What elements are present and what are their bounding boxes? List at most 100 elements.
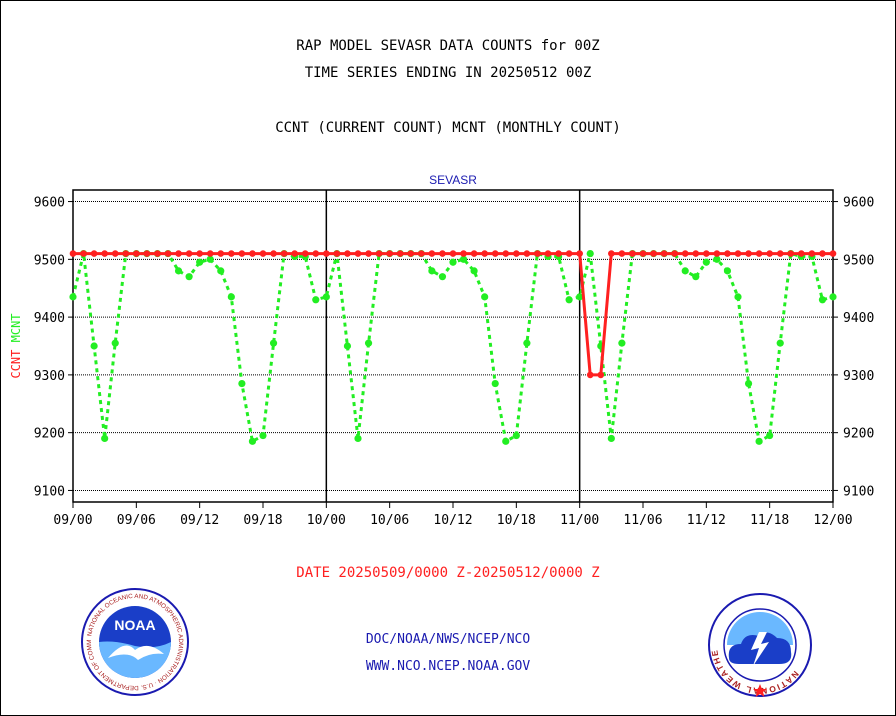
- chart-title-line2: TIME SERIES ENDING IN 20250512 00Z: [304, 65, 592, 81]
- data-point-ccnt: [724, 250, 731, 257]
- data-point-mcnt: [354, 434, 362, 443]
- data-point-ccnt: [270, 250, 277, 257]
- data-point-ccnt: [819, 250, 826, 257]
- x-tick-label: 10/12: [433, 513, 472, 528]
- y-axis-label-mcnt: MCNT: [9, 313, 23, 349]
- data-point-mcnt: [818, 296, 827, 304]
- data-point-mcnt: [185, 273, 193, 281]
- data-point-mcnt: [428, 267, 436, 275]
- data-point-ccnt: [90, 250, 98, 257]
- data-point-ccnt: [175, 250, 182, 257]
- data-point-ccnt: [491, 250, 499, 257]
- data-point-ccnt: [681, 250, 689, 257]
- data-point-mcnt: [734, 293, 742, 301]
- plot-title: SEVASR: [429, 173, 477, 187]
- data-point-ccnt: [576, 250, 583, 257]
- data-point-mcnt: [723, 267, 732, 275]
- data-point-ccnt: [428, 250, 436, 257]
- nco-website-link[interactable]: WWW.NCO.NCEP.NOAA.GOV: [365, 659, 531, 674]
- data-point-ccnt: [671, 250, 678, 257]
- date-range: DATE 20250509/0000 Z-20250512/0000 Z: [296, 565, 600, 581]
- data-point-mcnt: [576, 293, 584, 301]
- data-point-ccnt: [481, 250, 488, 257]
- data-point-mcnt: [523, 339, 531, 347]
- data-point-ccnt: [333, 250, 341, 257]
- data-point-ccnt: [206, 250, 214, 257]
- data-point-ccnt: [513, 250, 520, 257]
- x-tick-label: 10/06: [370, 513, 409, 528]
- data-point-ccnt: [354, 250, 362, 257]
- noaa-logo-text: NOAA: [114, 617, 155, 633]
- data-point-ccnt: [734, 250, 742, 257]
- y-tick-label-left: 9400: [34, 311, 65, 326]
- x-tick-label: 09/18: [243, 513, 282, 528]
- data-point-mcnt: [90, 342, 98, 350]
- data-point-ccnt: [460, 250, 467, 257]
- y-tick-label-left: 9300: [34, 369, 65, 384]
- data-point-mcnt: [766, 431, 774, 440]
- y-tick-label-left: 9500: [34, 253, 65, 268]
- data-point-ccnt: [407, 250, 415, 257]
- data-point-ccnt: [291, 250, 298, 257]
- data-point-ccnt: [534, 250, 541, 257]
- data-point-ccnt: [80, 250, 87, 257]
- data-point-mcnt: [491, 379, 499, 388]
- data-point-ccnt: [618, 250, 626, 257]
- y-tick-label-right: 9300: [843, 369, 874, 384]
- data-point-mcnt: [101, 434, 109, 443]
- data-point-mcnt: [565, 296, 573, 304]
- y-axis-label: CCNT MCNT: [9, 313, 23, 378]
- data-point-ccnt: [660, 250, 668, 257]
- data-point-ccnt: [111, 250, 119, 257]
- data-point-ccnt: [798, 250, 805, 257]
- data-point-ccnt: [502, 250, 510, 257]
- data-point-ccnt: [301, 250, 309, 257]
- data-point-mcnt: [702, 258, 710, 266]
- data-point-ccnt: [766, 250, 773, 257]
- y-tick-label-left: 9600: [34, 196, 65, 211]
- data-point-mcnt: [618, 339, 626, 347]
- data-point-ccnt: [776, 250, 784, 257]
- data-point-ccnt: [808, 250, 816, 257]
- data-point-ccnt: [608, 250, 615, 257]
- data-point-mcnt: [449, 258, 457, 266]
- data-point-mcnt: [692, 273, 700, 281]
- data-point-mcnt: [755, 437, 763, 445]
- data-point-ccnt: [238, 250, 246, 257]
- data-point-ccnt: [154, 250, 161, 257]
- noaa-logo[interactable]: NOAA NATIONAL OCEANIC AND ATMOSPHERIC AD…: [80, 588, 190, 696]
- data-point-mcnt: [459, 255, 468, 263]
- x-tick-label: 09/06: [117, 513, 156, 528]
- data-point-ccnt: [344, 250, 351, 257]
- y-tick-label-right: 9500: [843, 253, 874, 268]
- data-point-mcnt: [586, 249, 594, 258]
- y-tick-label-right: 9400: [843, 311, 874, 326]
- nws-star-icon: [753, 684, 767, 697]
- x-tick-label: 10/00: [307, 513, 346, 528]
- data-point-mcnt: [607, 434, 615, 443]
- data-point-mcnt: [438, 273, 447, 281]
- chart-subtitle: CCNT (CURRENT COUNT) MCNT (MONTHLY COUNT…: [275, 120, 621, 136]
- data-point-ccnt: [439, 250, 446, 257]
- data-point-ccnt: [280, 250, 288, 257]
- data-point-mcnt: [713, 255, 721, 263]
- data-point-mcnt: [312, 296, 320, 304]
- data-point-ccnt: [101, 250, 108, 257]
- data-point-mcnt: [512, 431, 520, 440]
- data-point-mcnt: [744, 379, 753, 388]
- chart-title-line1: RAP MODEL SEVASR DATA COUNTS for 00Z: [296, 38, 600, 54]
- data-point-ccnt: [523, 250, 531, 257]
- data-point-mcnt: [238, 379, 246, 388]
- y-tick-label-right: 9100: [843, 484, 874, 499]
- nws-logo[interactable]: NATIONAL WEATHER SERVICE: [707, 592, 813, 698]
- data-point-mcnt: [502, 437, 510, 445]
- data-point-ccnt: [713, 250, 721, 257]
- data-point-mcnt: [259, 431, 267, 440]
- y-tick-label-right: 9200: [843, 427, 874, 442]
- data-point-ccnt: [365, 250, 372, 257]
- data-point-ccnt: [470, 250, 478, 257]
- data-point-ccnt: [259, 250, 267, 257]
- nco-path-link[interactable]: DOC/NOAA/NWS/NCEP/NCO: [365, 632, 531, 647]
- x-tick-label: 11/00: [560, 513, 599, 528]
- data-point-mcnt: [174, 267, 183, 275]
